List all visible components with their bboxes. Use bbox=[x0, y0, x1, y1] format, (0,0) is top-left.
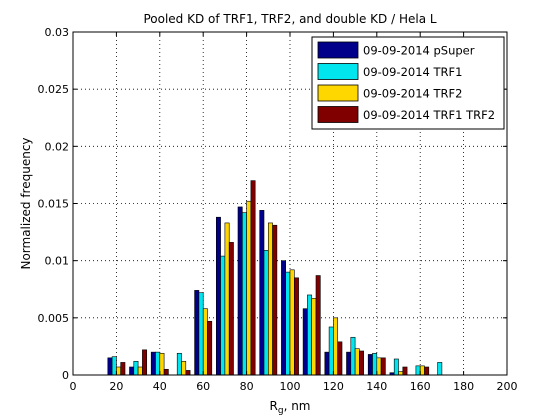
bar bbox=[185, 370, 191, 376]
bar bbox=[224, 222, 230, 376]
y-tick-label: 0.02 bbox=[45, 140, 70, 153]
bar bbox=[293, 277, 299, 376]
bar bbox=[198, 292, 204, 376]
bar bbox=[176, 352, 182, 376]
bar bbox=[315, 275, 321, 376]
bar bbox=[307, 294, 312, 376]
bar bbox=[250, 180, 256, 376]
x-axis-label-subscript: g bbox=[278, 406, 284, 416]
bar bbox=[155, 351, 161, 376]
bar bbox=[267, 222, 273, 376]
x-tick-label: 100 bbox=[280, 380, 301, 393]
bar bbox=[354, 348, 360, 376]
bar bbox=[419, 365, 425, 376]
bar bbox=[263, 250, 269, 376]
x-tick-label: 120 bbox=[323, 380, 344, 393]
bar bbox=[424, 366, 430, 376]
bar bbox=[194, 290, 200, 376]
bar bbox=[259, 210, 265, 376]
bar bbox=[302, 308, 308, 376]
legend-label: 09-09-2014 TRF2 bbox=[363, 87, 462, 101]
x-tick-label: 40 bbox=[153, 380, 167, 393]
bar bbox=[350, 336, 356, 376]
x-axis-label-unit: , nm bbox=[284, 399, 311, 413]
y-tick-label: 0.015 bbox=[38, 198, 70, 211]
bar bbox=[116, 366, 122, 376]
bar bbox=[207, 320, 213, 376]
bar bbox=[337, 341, 343, 376]
bar bbox=[367, 354, 373, 376]
bar bbox=[181, 360, 187, 376]
bar bbox=[272, 224, 278, 376]
y-axis-label: Normalized frequency bbox=[19, 137, 33, 269]
legend-label: 09-09-2014 TRF1 bbox=[363, 65, 462, 79]
bar bbox=[372, 352, 378, 376]
x-axis-label: Rg, nm bbox=[270, 399, 311, 416]
x-tick-label: 200 bbox=[497, 380, 518, 393]
bar bbox=[281, 260, 286, 376]
axis-ticks: 0 20 40 60 80 100 120 140 160 180 200 0 0.005 0.01 0.0… bbox=[38, 26, 518, 393]
bar bbox=[111, 356, 117, 376]
x-tick-label: 140 bbox=[366, 380, 387, 393]
x-tick-label: 0 bbox=[70, 380, 77, 393]
x-tick-label: 60 bbox=[196, 380, 210, 393]
chart-title: Pooled KD of TRF1, TRF2, and double KD /… bbox=[143, 12, 436, 26]
bar bbox=[163, 368, 169, 376]
bar bbox=[202, 308, 208, 376]
legend-swatch bbox=[317, 106, 359, 123]
legend-label: 09-09-2014 pSuper bbox=[363, 44, 475, 58]
bar bbox=[120, 362, 126, 376]
bar bbox=[398, 371, 404, 376]
bar bbox=[142, 349, 147, 376]
y-tick-label: 0.03 bbox=[45, 26, 70, 39]
bar bbox=[376, 357, 382, 376]
legend: 09-09-2014 pSuper 09-09-2014 TRF1 09-09-20… bbox=[311, 36, 505, 130]
bar bbox=[346, 351, 352, 376]
x-tick-label: 160 bbox=[410, 380, 431, 393]
bar bbox=[237, 206, 243, 376]
bar bbox=[402, 366, 408, 376]
bar bbox=[285, 271, 291, 376]
legend-swatch bbox=[317, 41, 359, 59]
y-tick-label: 0.01 bbox=[45, 255, 70, 268]
legend-swatch bbox=[317, 84, 359, 102]
bar bbox=[137, 366, 143, 376]
bar bbox=[437, 362, 443, 376]
bar bbox=[380, 357, 386, 376]
bar bbox=[328, 326, 334, 376]
bar bbox=[133, 360, 139, 376]
bar bbox=[220, 255, 226, 376]
bar bbox=[246, 200, 252, 376]
legend-swatch bbox=[317, 63, 359, 80]
bar bbox=[242, 212, 247, 376]
x-tick-label: 80 bbox=[240, 380, 254, 393]
bar bbox=[359, 350, 364, 376]
bar bbox=[216, 216, 221, 376]
y-tick-label: 0.005 bbox=[38, 312, 70, 325]
bar bbox=[129, 366, 135, 376]
bar bbox=[415, 365, 421, 376]
y-tick-label: 0 bbox=[62, 369, 69, 382]
bar bbox=[289, 269, 295, 376]
bar bbox=[150, 351, 156, 376]
legend-label: 09-09-2014 TRF1 TRF2 bbox=[363, 108, 495, 122]
x-tick-label: 20 bbox=[109, 380, 123, 393]
bar bbox=[228, 242, 234, 376]
bar bbox=[107, 357, 113, 376]
bars-layer bbox=[107, 180, 443, 376]
x-axis-label-main: R bbox=[270, 399, 278, 413]
x-tick-label: 180 bbox=[453, 380, 474, 393]
bar bbox=[159, 352, 165, 376]
bar bbox=[311, 298, 317, 376]
bar bbox=[324, 351, 330, 376]
bar bbox=[393, 358, 399, 376]
bar bbox=[333, 317, 338, 376]
y-tick-label: 0.025 bbox=[38, 83, 70, 96]
